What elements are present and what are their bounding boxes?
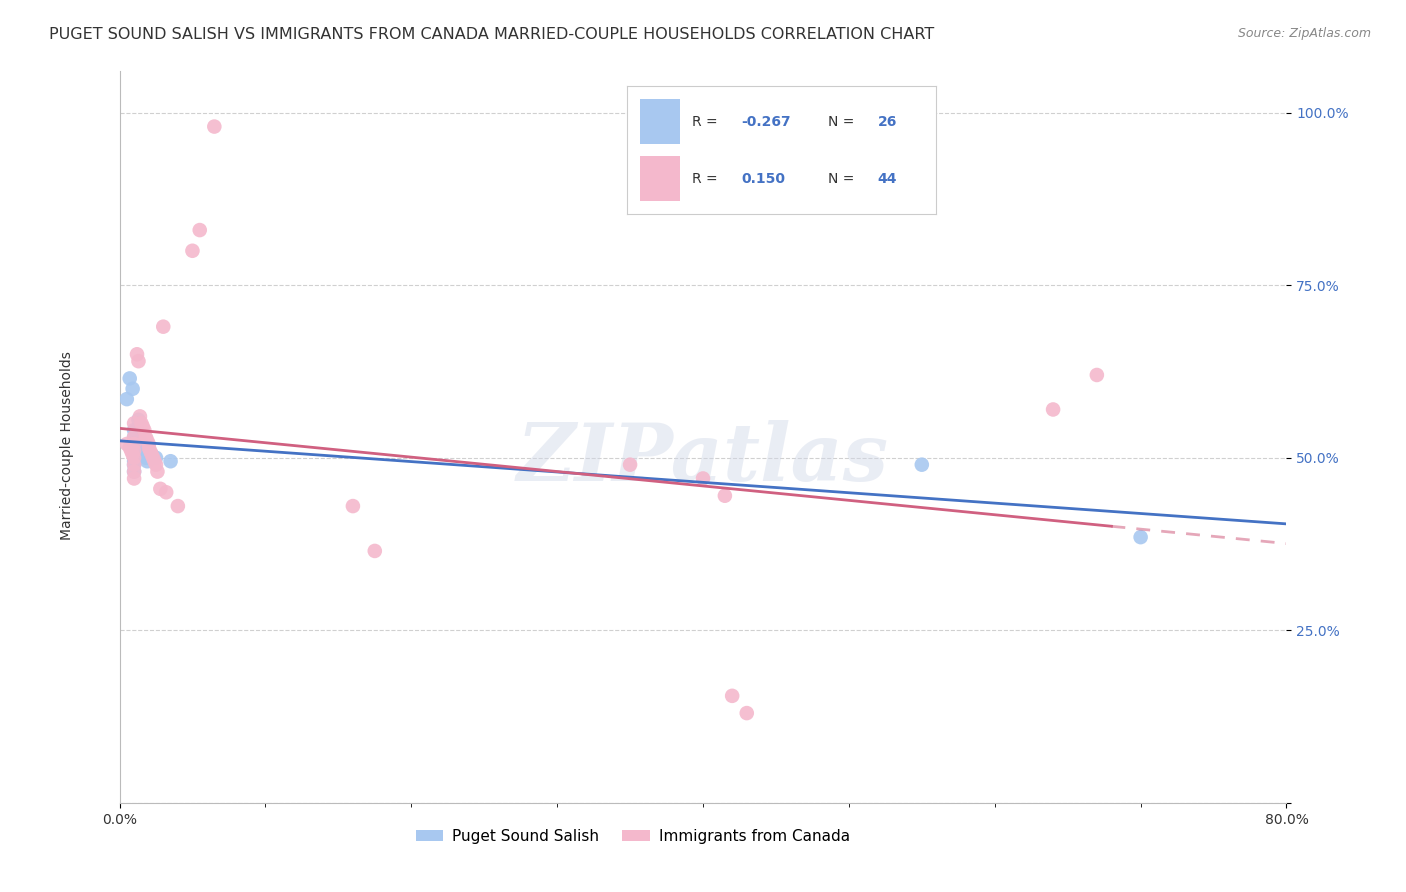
Point — [129, 434, 152, 448]
Point — [911, 458, 934, 472]
Point — [129, 409, 152, 424]
Point — [122, 454, 145, 468]
Point — [155, 485, 177, 500]
Point — [122, 471, 145, 485]
Point — [145, 450, 167, 465]
Point — [125, 423, 148, 437]
Point — [122, 430, 145, 444]
Point — [136, 434, 159, 448]
Point — [122, 465, 145, 479]
Point — [134, 447, 156, 461]
Point — [159, 454, 181, 468]
Point — [127, 354, 149, 368]
Point — [145, 458, 167, 472]
Point — [122, 450, 145, 465]
Point — [138, 443, 160, 458]
Point — [120, 443, 142, 458]
Legend: Puget Sound Salish, Immigrants from Canada: Puget Sound Salish, Immigrants from Cana… — [409, 822, 856, 850]
Point — [122, 423, 145, 437]
Point — [121, 447, 143, 461]
Point — [125, 347, 148, 361]
Point — [141, 447, 163, 461]
Point — [364, 544, 387, 558]
Text: Source: ZipAtlas.com: Source: ZipAtlas.com — [1237, 27, 1371, 40]
Point — [122, 437, 145, 451]
Text: PUGET SOUND SALISH VS IMMIGRANTS FROM CANADA MARRIED-COUPLE HOUSEHOLDS CORRELATI: PUGET SOUND SALISH VS IMMIGRANTS FROM CA… — [49, 27, 935, 42]
Point — [619, 458, 641, 472]
Point — [146, 465, 169, 479]
Point — [127, 413, 149, 427]
Point — [142, 450, 165, 465]
Point — [714, 489, 737, 503]
Point — [202, 120, 225, 134]
Point — [138, 441, 160, 455]
Point — [122, 450, 145, 465]
Point — [122, 465, 145, 479]
Point — [721, 689, 744, 703]
Point — [132, 419, 155, 434]
Text: ZIPatlas: ZIPatlas — [517, 420, 889, 498]
Point — [188, 223, 211, 237]
Point — [131, 417, 153, 431]
Point — [139, 443, 162, 458]
Point — [1129, 530, 1152, 544]
Point — [122, 447, 145, 461]
Point — [735, 706, 758, 720]
Point — [138, 437, 160, 451]
Point — [115, 392, 138, 406]
Point — [1085, 368, 1108, 382]
Point — [134, 423, 156, 437]
Point — [118, 441, 141, 455]
Point — [152, 319, 174, 334]
Point — [166, 499, 188, 513]
Point — [122, 417, 145, 431]
Point — [122, 458, 145, 472]
Point — [342, 499, 364, 513]
Point — [132, 443, 155, 458]
Point — [122, 458, 145, 472]
Point — [118, 371, 141, 385]
Point — [131, 441, 153, 455]
Point — [121, 382, 143, 396]
Point — [122, 437, 145, 451]
Point — [149, 482, 172, 496]
Text: Married-couple Households: Married-couple Households — [60, 351, 75, 541]
Point — [122, 430, 145, 444]
Point — [135, 430, 157, 444]
Point — [1042, 402, 1064, 417]
Point — [122, 443, 145, 458]
Point — [135, 450, 157, 465]
Point — [692, 471, 714, 485]
Point — [115, 437, 138, 451]
Point — [181, 244, 204, 258]
Point — [136, 454, 159, 468]
Point — [143, 454, 166, 468]
Point — [122, 443, 145, 458]
Point — [141, 447, 163, 461]
